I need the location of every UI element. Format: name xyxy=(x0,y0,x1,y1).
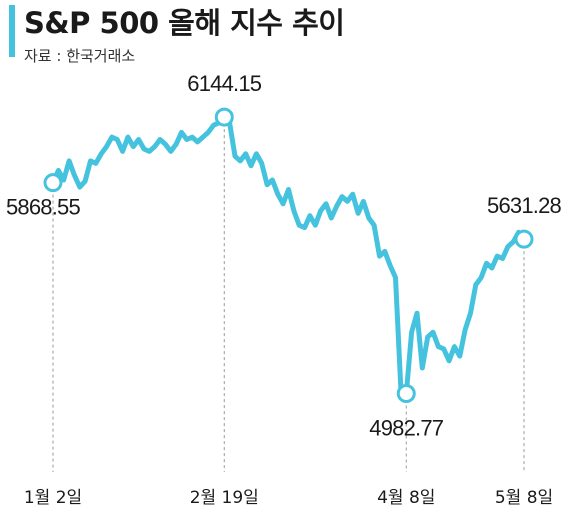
title-accent-bar xyxy=(9,5,15,57)
x-tick-label-4: 5월 8일 xyxy=(495,488,553,508)
annotation-label-1: 5868.55 xyxy=(6,195,80,220)
annotation-marker-4 xyxy=(514,229,534,249)
chart-source: 자료 : 한국거래소 xyxy=(24,47,136,65)
x-tick-label-3: 4월 8일 xyxy=(377,488,435,508)
annotation-label-3: 4982.77 xyxy=(369,416,443,441)
x-tick-label-2: 2월 19일 xyxy=(190,488,259,508)
annotation-label-4: 5631.28 xyxy=(487,193,561,218)
annotation-marker-1 xyxy=(43,173,63,193)
annotation-label-2: 6144.15 xyxy=(187,71,261,96)
x-tick-label-1: 1월 2일 xyxy=(24,488,82,508)
annotation-marker-3 xyxy=(396,384,416,404)
chart-title: S&P 500 올해 지수 추이 xyxy=(24,6,345,40)
series-line xyxy=(50,114,527,396)
annotation-marker-2 xyxy=(214,107,234,127)
